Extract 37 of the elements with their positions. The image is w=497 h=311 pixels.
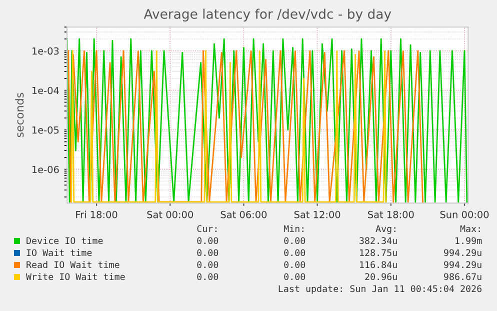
text: 0.00 [284, 261, 306, 268]
legend-label: Write IO Wait time [26, 273, 125, 280]
text: 994.29u [444, 249, 482, 256]
text: 1.99m [456, 237, 482, 244]
text: 128.75u [360, 249, 397, 256]
text: 994.29u [444, 261, 482, 268]
chart-title: Average latency for /dev/vdc - by day [144, 8, 392, 22]
text: 0.00 [284, 237, 306, 244]
text: 986.67u [444, 273, 482, 280]
text: Min: [284, 225, 304, 232]
text: 0.00 [197, 249, 218, 256]
y-tick-label: 1e-03 [32, 47, 59, 55]
text: Avg: [376, 225, 396, 234]
y-tick-label: 1e-04 [32, 86, 59, 94]
y-tick-label: 1e-05 [32, 126, 59, 134]
text: Max: [460, 225, 480, 232]
y-axis-title: seconds [15, 92, 24, 138]
text: 20.96u [365, 273, 397, 280]
text: 0.00 [284, 249, 306, 256]
legend-label: Read IO Wait time [26, 261, 120, 268]
text: 0.00 [197, 237, 218, 244]
legend-label: IO Wait time [26, 249, 92, 256]
text: 0.00 [197, 261, 218, 268]
text: 0.00 [284, 273, 306, 280]
x-tick-label: Sat 00:00 [147, 210, 194, 218]
text: 382.34u [360, 237, 397, 244]
x-tick-label: Sun 00:00 [440, 210, 489, 218]
text: 116.84u [360, 261, 397, 268]
legend-label: Device IO time [26, 237, 103, 244]
text: Last update: Sun Jan 11 00:45:04 2026 [278, 285, 482, 294]
text: Cur: [197, 225, 216, 232]
text: 0.00 [197, 273, 218, 280]
x-tick-label: Sat 06:00 [220, 210, 267, 218]
x-tick-label: Fri 18:00 [76, 210, 118, 218]
y-tick-label: 1e-06 [32, 166, 59, 174]
x-tick-label: Sat 18:00 [368, 210, 414, 218]
x-tick-label: Sat 12:00 [294, 210, 340, 218]
